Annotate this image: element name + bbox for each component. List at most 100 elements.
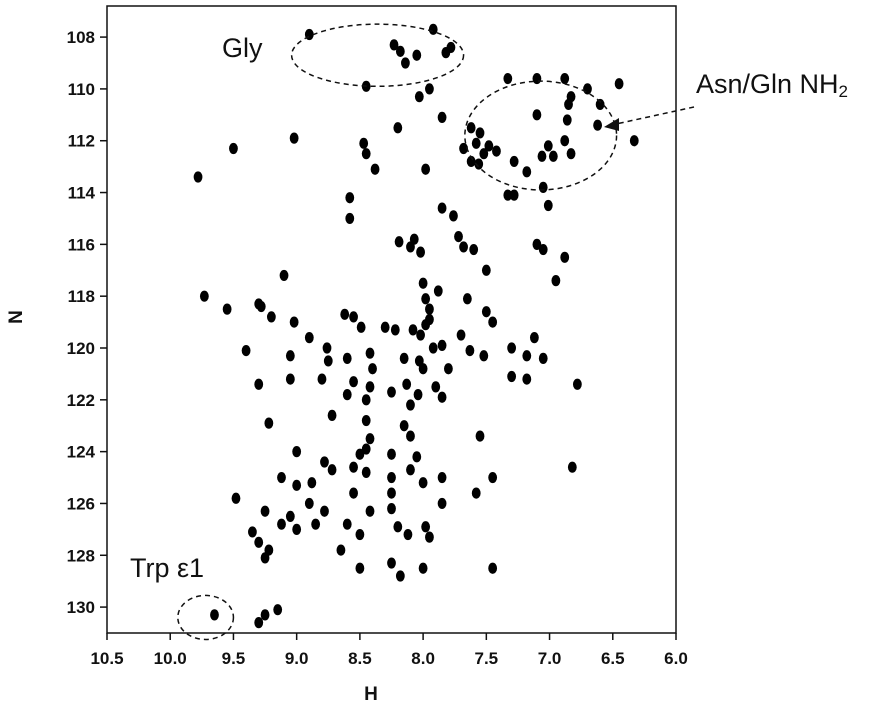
annotation-trp: Trp ε1 xyxy=(130,553,204,583)
peak xyxy=(566,91,576,103)
peak xyxy=(361,148,371,160)
peak xyxy=(593,119,603,131)
peak xyxy=(349,311,358,323)
annotation-region xyxy=(177,594,235,641)
peak xyxy=(454,230,463,243)
peak xyxy=(425,531,434,543)
peak xyxy=(562,114,572,126)
peak xyxy=(437,497,447,510)
peak xyxy=(507,342,517,354)
x-tick-label: 10.5 xyxy=(90,649,123,668)
peak xyxy=(394,236,404,248)
peak xyxy=(292,479,302,491)
peak xyxy=(229,142,238,155)
peak xyxy=(327,464,337,476)
peak xyxy=(412,451,422,463)
peaks-layer xyxy=(193,23,639,629)
peak xyxy=(241,344,251,357)
peak xyxy=(425,303,434,315)
peak xyxy=(342,389,352,401)
peak xyxy=(488,316,498,328)
x-axis-label: H xyxy=(364,684,378,705)
peak xyxy=(311,518,321,530)
peak xyxy=(399,352,409,364)
peak xyxy=(307,477,317,489)
peak xyxy=(437,391,447,403)
peak xyxy=(361,466,371,478)
peak xyxy=(431,381,441,393)
peak xyxy=(551,275,561,287)
peak xyxy=(260,609,270,621)
peak xyxy=(289,316,299,328)
peak xyxy=(475,430,485,442)
peak xyxy=(538,352,548,364)
peak xyxy=(399,420,409,432)
peak xyxy=(222,303,232,315)
peak xyxy=(285,510,295,523)
peak xyxy=(349,376,358,388)
peak xyxy=(403,528,413,541)
peak xyxy=(273,604,283,616)
peak xyxy=(266,311,276,323)
peak xyxy=(345,212,355,225)
peak xyxy=(418,363,428,375)
peak xyxy=(481,264,491,276)
peak xyxy=(401,57,410,69)
peak xyxy=(416,246,425,258)
peak xyxy=(629,135,639,147)
y-tick-label: 120 xyxy=(67,339,95,358)
peak xyxy=(393,122,403,134)
asn-gln-arrowhead xyxy=(604,118,619,131)
peak xyxy=(421,521,431,533)
peak xyxy=(421,163,431,175)
peak xyxy=(387,557,396,569)
peak xyxy=(437,339,447,352)
peak xyxy=(509,189,519,201)
peak xyxy=(532,238,542,250)
peak xyxy=(356,321,366,333)
peak xyxy=(456,329,466,341)
peak xyxy=(538,243,548,256)
peak xyxy=(481,306,491,318)
annotation-regions xyxy=(177,23,618,641)
peak xyxy=(509,155,519,168)
peak xyxy=(277,518,286,530)
peak xyxy=(365,381,375,393)
peak xyxy=(595,98,605,111)
peak xyxy=(361,414,371,427)
peak xyxy=(503,189,513,201)
peak xyxy=(418,477,428,489)
peak xyxy=(425,83,434,95)
peak xyxy=(248,526,257,538)
x-tick-label: 10.0 xyxy=(154,649,187,668)
y-tick-label: 124 xyxy=(67,443,96,462)
y-tick-label: 116 xyxy=(68,235,95,254)
x-tick-label: 7.0 xyxy=(538,649,562,668)
y-tick-label: 126 xyxy=(67,494,95,513)
peak xyxy=(279,269,289,282)
peak xyxy=(193,171,203,183)
peak xyxy=(560,72,570,85)
y-axis-label: N xyxy=(6,310,27,324)
peak xyxy=(522,373,532,385)
y-tick-label: 114 xyxy=(68,184,96,203)
peak xyxy=(466,122,476,134)
peak xyxy=(560,135,570,147)
peak xyxy=(387,386,396,398)
peak xyxy=(277,471,286,484)
peak xyxy=(393,521,403,533)
peak xyxy=(199,290,209,302)
peak xyxy=(459,142,468,155)
y-tick-label: 122 xyxy=(67,391,95,410)
peak xyxy=(406,399,415,411)
asn-gln-arrow-line xyxy=(615,106,695,125)
peak xyxy=(474,158,484,170)
peak xyxy=(492,145,501,157)
peak xyxy=(368,363,377,375)
peak xyxy=(285,350,295,362)
peak xyxy=(488,471,498,484)
peak xyxy=(532,109,542,121)
peak xyxy=(292,523,302,535)
peak xyxy=(538,181,548,193)
peak xyxy=(421,293,431,305)
